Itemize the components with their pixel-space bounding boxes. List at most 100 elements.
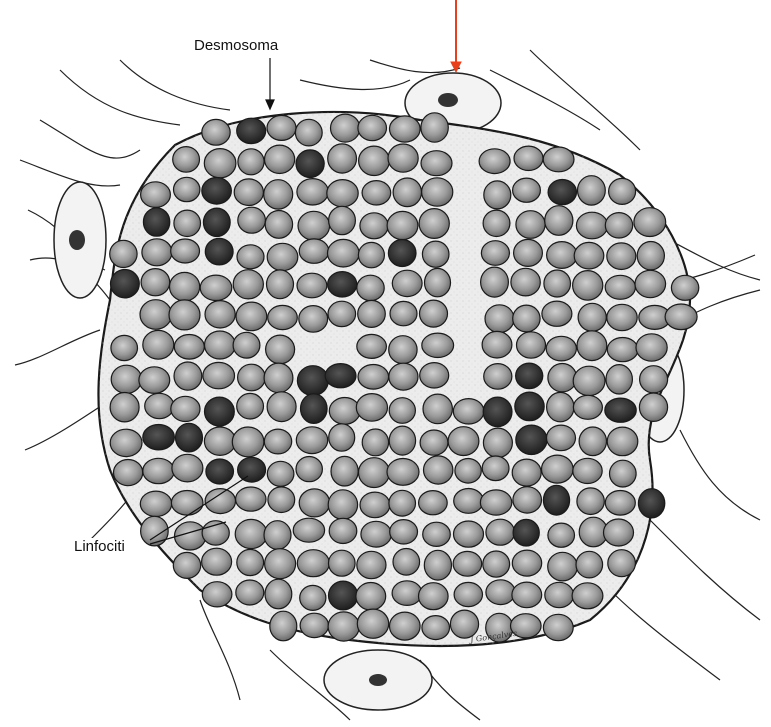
lymphocyte-cell — [391, 580, 423, 606]
lymphocyte-cell — [573, 241, 605, 270]
lymphocyte-cell — [485, 579, 516, 606]
lymphocyte-cell — [265, 269, 295, 300]
lymphocyte-cell — [168, 299, 201, 331]
lymphocyte-cell — [236, 392, 265, 420]
lymphocyte-cell — [485, 518, 516, 546]
lymphocyte-cell — [481, 330, 513, 359]
lymphocyte-cell — [170, 489, 204, 516]
dark-lymphocyte-cell — [201, 176, 233, 205]
lymphocyte-cell — [482, 427, 513, 459]
lymphocyte-cell — [170, 395, 201, 423]
lymphocyte-cell — [172, 176, 201, 203]
lymphocyte-cell — [264, 209, 294, 239]
lymphocyte-cell — [236, 363, 266, 392]
lymphocyte-cell — [513, 145, 544, 172]
label-linfociti: Linfociti — [72, 538, 127, 555]
lymphocyte-cell — [298, 305, 329, 333]
lymphocyte-cell — [173, 209, 202, 238]
dark-lymphocyte-cell — [515, 362, 544, 390]
lymphocyte-cell — [357, 114, 388, 142]
lymphocyte-cell — [572, 394, 604, 420]
lymphocyte-cell — [542, 146, 575, 173]
lymphocyte-cell — [482, 209, 511, 238]
lymphocyte-cell — [452, 397, 485, 425]
dark-lymphocyte-cell — [203, 396, 235, 427]
lymphocyte-cell — [231, 426, 265, 458]
lymphocyte-cell — [483, 363, 513, 390]
lymphocyte-cell — [264, 548, 297, 580]
lymphocyte-cell — [356, 608, 390, 639]
lymphocyte-cell — [264, 578, 293, 610]
lymphocyte-cell — [572, 457, 603, 485]
lymphocyte-cell — [512, 486, 543, 514]
lymphocyte-cell — [511, 581, 543, 609]
lymphocyte-cell — [110, 364, 143, 394]
lymphocyte-cell — [510, 267, 541, 297]
lymphocyte-cell — [232, 269, 264, 300]
lymphocyte-cell — [387, 143, 419, 173]
lymphocyte-cell — [141, 238, 173, 267]
lymphocyte-cell — [479, 489, 513, 516]
lymphocyte-cell — [571, 582, 604, 610]
lymphocyte-cell — [545, 424, 577, 452]
lymphocyte-cell — [266, 242, 299, 272]
lymphocyte-cell — [636, 240, 666, 271]
indicator-arrow — [450, 0, 462, 74]
lymphocyte-cells — [109, 112, 700, 643]
lymphocyte-cell — [203, 426, 237, 456]
lymphocyte-cell — [266, 391, 297, 423]
lymphocyte-cell — [110, 334, 139, 362]
lymphocyte-cell — [670, 274, 700, 301]
lymphocyte-cell — [607, 177, 637, 205]
lymphocyte-cell — [140, 181, 172, 209]
lymphocyte-cell — [297, 210, 331, 241]
lymphocyte-cell — [172, 145, 201, 173]
lymphocyte-cell — [328, 423, 356, 452]
lymphocyte-cell — [172, 551, 202, 580]
dark-lymphocyte-cell — [324, 363, 357, 389]
lymphocyte-cell — [545, 241, 578, 270]
lymphocyte-cell — [604, 489, 636, 516]
lymphocyte-cell — [357, 241, 385, 269]
lymphocyte-cell — [392, 547, 421, 576]
lymphocyte-cell — [541, 300, 573, 327]
lymphocyte-cell — [265, 334, 296, 365]
lymphocyte-cell — [327, 549, 356, 577]
lymphocyte-cell — [454, 457, 482, 484]
lymphocyte-cell — [606, 303, 638, 332]
dark-lymphocyte-cell — [515, 424, 548, 456]
dark-lymphocyte-cell — [547, 178, 578, 206]
dark-lymphocyte-cell — [237, 456, 267, 483]
lymphocyte-cell — [481, 455, 510, 482]
lymphocyte-cell — [511, 177, 541, 203]
lymphocyte-cell — [170, 238, 201, 264]
lymphocyte-cell — [512, 304, 541, 333]
lymphocyte-cell — [173, 333, 205, 360]
lymphocyte-cell — [236, 244, 265, 270]
lymphocyte-cell — [292, 517, 326, 543]
desmosoma-arrowhead — [265, 99, 275, 111]
dark-lymphocyte-cell — [295, 149, 325, 179]
lymphocyte-cell — [419, 361, 450, 389]
lymphocyte-cell — [357, 363, 390, 390]
dark-lymphocyte-cell — [512, 518, 540, 547]
lymphocyte-cell — [327, 611, 360, 642]
linfociti-pointer-lower — [149, 521, 227, 545]
lymphocyte-cell — [606, 242, 637, 271]
lymphocyte-cell — [576, 330, 608, 362]
lymphocyte-cell — [575, 211, 609, 240]
lymphocyte-cell — [199, 274, 233, 302]
lymphocyte-cell — [327, 300, 357, 328]
lymphocyte-cell — [328, 517, 358, 545]
lymphocyte-cell — [269, 610, 298, 642]
lymphocyte-cell — [295, 455, 323, 483]
lymphocyte-cell — [577, 302, 607, 332]
lymphocyte-cell — [419, 429, 449, 456]
lymphocyte-cell — [388, 115, 421, 143]
lymphocyte-cell — [605, 363, 633, 395]
lymphocyte-cell — [547, 522, 576, 548]
lymphocyte-cell — [139, 299, 173, 330]
lymphocyte-cell — [635, 333, 668, 362]
lymphocyte-cell — [203, 330, 236, 360]
